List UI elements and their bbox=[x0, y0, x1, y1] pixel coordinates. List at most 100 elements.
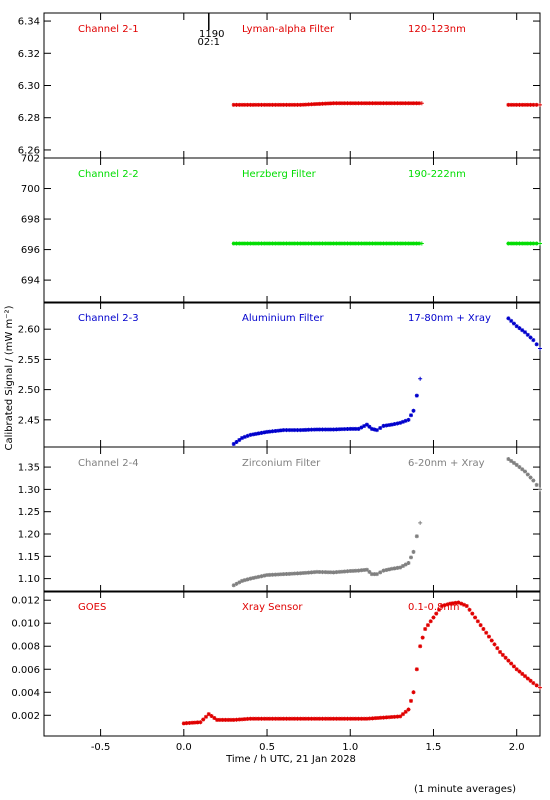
y-tick-label: 6.32 bbox=[18, 49, 40, 60]
panel-filter-label: Herzberg Filter bbox=[242, 169, 317, 180]
panel-frame bbox=[43, 590, 541, 737]
y-tick-label: 0.012 bbox=[11, 596, 40, 607]
y-tick-label: 6.28 bbox=[18, 113, 40, 124]
data-point bbox=[531, 338, 536, 343]
y-tick-label: 0.002 bbox=[11, 711, 40, 722]
data-point bbox=[287, 102, 292, 107]
data-point bbox=[242, 434, 247, 439]
data-point bbox=[417, 241, 422, 246]
data-point bbox=[331, 241, 336, 246]
data-point bbox=[262, 102, 267, 107]
time-marker-label-1: 1190 bbox=[199, 29, 224, 40]
data-point bbox=[478, 623, 483, 628]
data-point bbox=[314, 241, 319, 246]
data-point bbox=[511, 241, 516, 246]
data-point bbox=[534, 102, 539, 107]
data-point bbox=[531, 478, 536, 483]
data-point bbox=[411, 408, 416, 413]
data-point bbox=[265, 716, 270, 721]
data-point bbox=[339, 101, 344, 106]
data-point bbox=[353, 241, 358, 246]
y-tick-label: 1.35 bbox=[18, 463, 40, 474]
panel-filter-label: Aluminium Filter bbox=[242, 313, 325, 324]
data-point bbox=[323, 716, 328, 721]
data-point bbox=[253, 102, 258, 107]
y-tick-label: 0.008 bbox=[11, 642, 40, 653]
data-point bbox=[395, 714, 400, 719]
data-point bbox=[228, 717, 233, 722]
data-point bbox=[414, 393, 419, 398]
data-point bbox=[292, 102, 297, 107]
data-point bbox=[298, 428, 303, 433]
data-point bbox=[500, 652, 505, 657]
data-point bbox=[195, 720, 200, 725]
data-point bbox=[351, 101, 356, 106]
data-point bbox=[240, 717, 245, 722]
data-point bbox=[303, 716, 308, 721]
data-point bbox=[417, 101, 422, 106]
data-point bbox=[378, 101, 383, 106]
data-point bbox=[470, 611, 475, 616]
data-series bbox=[506, 457, 542, 492]
data-point bbox=[281, 716, 286, 721]
data-point bbox=[276, 102, 281, 107]
data-point bbox=[303, 427, 308, 432]
data-point bbox=[486, 634, 491, 639]
data-point bbox=[531, 102, 536, 107]
data-point bbox=[517, 241, 522, 246]
data-point bbox=[231, 102, 236, 107]
data-point bbox=[384, 567, 389, 572]
data-point bbox=[398, 565, 403, 570]
data-point bbox=[511, 321, 516, 326]
data-point bbox=[398, 241, 403, 246]
data-point bbox=[231, 717, 236, 722]
data-point bbox=[514, 462, 519, 467]
data-point bbox=[326, 101, 331, 106]
data-point bbox=[212, 715, 217, 720]
data-point bbox=[419, 241, 424, 246]
data-point bbox=[287, 428, 292, 433]
data-point bbox=[367, 569, 372, 574]
y-tick-label: 2.50 bbox=[18, 385, 40, 396]
data-point bbox=[265, 102, 270, 107]
data-point bbox=[234, 102, 239, 107]
data-point bbox=[281, 428, 286, 433]
panel-band-label: 0.1-0.8nm bbox=[408, 602, 460, 613]
data-point bbox=[528, 475, 533, 480]
data-point bbox=[331, 570, 336, 575]
data-point bbox=[389, 715, 394, 720]
panel-2: 694 696 698 700 702 Channel 2-2 Herzberg Filte… bbox=[21, 154, 542, 304]
data-point bbox=[245, 433, 250, 438]
data-point bbox=[523, 102, 528, 107]
panel-frame bbox=[43, 157, 541, 304]
data-point bbox=[353, 716, 358, 721]
x-tick-label: 2.0 bbox=[509, 742, 525, 753]
data-series bbox=[181, 600, 542, 726]
data-point bbox=[517, 669, 522, 674]
data-point bbox=[348, 569, 353, 574]
data-point bbox=[306, 427, 311, 432]
data-point bbox=[231, 441, 236, 446]
data-point bbox=[265, 573, 270, 578]
data-point bbox=[248, 102, 253, 107]
data-point bbox=[517, 326, 522, 331]
data-point bbox=[362, 567, 367, 572]
data-point bbox=[276, 716, 281, 721]
data-point bbox=[364, 716, 369, 721]
data-point bbox=[323, 241, 328, 246]
y-tick-label: 0.006 bbox=[11, 665, 40, 676]
data-point bbox=[414, 667, 419, 672]
data-point bbox=[259, 241, 264, 246]
data-point bbox=[387, 101, 392, 106]
data-point bbox=[372, 572, 377, 577]
data-point bbox=[362, 101, 367, 106]
data-point bbox=[375, 101, 380, 106]
data-point bbox=[301, 571, 306, 576]
data-point bbox=[253, 716, 258, 721]
x-axis-title: Time / h UTC, 21 Jan 2028 bbox=[225, 754, 356, 765]
data-point bbox=[520, 241, 525, 246]
data-point bbox=[538, 487, 542, 492]
data-point bbox=[359, 241, 364, 246]
y-tick-label: 702 bbox=[21, 154, 40, 165]
data-point bbox=[284, 716, 289, 721]
